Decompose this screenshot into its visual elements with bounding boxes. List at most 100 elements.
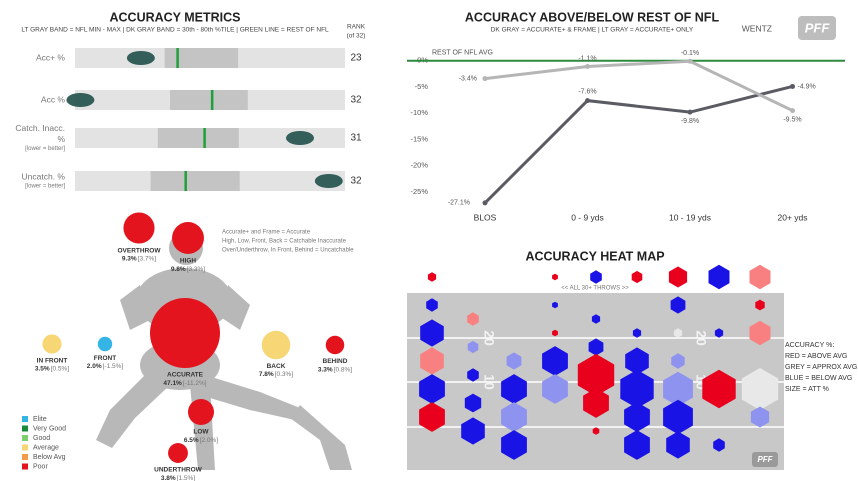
legend-swatch — [22, 454, 28, 460]
hexagon — [741, 367, 779, 411]
diff-label: [1.5%] — [177, 475, 196, 481]
hexagon — [420, 319, 444, 347]
reference-label: REST OF NFL AVG — [432, 50, 493, 57]
x-tick-label: BLOS — [474, 212, 497, 222]
bubble — [149, 297, 221, 369]
rank-value: 32 — [350, 95, 362, 106]
rank-value: 31 — [350, 133, 362, 144]
hexagon — [501, 430, 527, 460]
row-label: % — [57, 134, 65, 144]
data-label: -9.5% — [783, 116, 801, 123]
data-label: -3.4% — [459, 75, 477, 82]
legend-label: Below Avg — [33, 454, 66, 461]
bubble-name: BEHIND — [323, 358, 348, 365]
bubble-value: 3.3%[0.8%] — [318, 366, 352, 373]
bubble — [123, 212, 155, 244]
diff-label: [-1.5%] — [103, 363, 124, 370]
data-point — [585, 98, 590, 104]
value-label: 9.8% — [171, 266, 186, 273]
diff-label: [3.3%] — [187, 266, 206, 273]
hexagon — [542, 374, 568, 404]
hexagon — [631, 270, 643, 284]
x-tick-label: 20+ yds — [777, 212, 807, 222]
bubble-value: 3.5%[0.5%] — [35, 365, 69, 372]
hexagon — [461, 417, 485, 445]
hexagon — [750, 406, 770, 428]
rank-header: (of 32) — [347, 33, 366, 40]
legend-swatch — [22, 435, 28, 441]
hexagon — [632, 328, 642, 338]
data-label: -4.9% — [798, 83, 816, 90]
hexagon — [708, 264, 730, 290]
diff-label: [0.8%] — [334, 366, 353, 373]
series-line — [484, 59, 794, 112]
row-note: [lower = better] — [25, 146, 65, 152]
hexagon — [671, 353, 685, 369]
legend-swatch — [22, 416, 28, 422]
legend-label: Elite — [33, 416, 47, 423]
hexagon — [624, 402, 650, 432]
y-tick-label: -25% — [410, 187, 428, 196]
diff-label: [-11.2%] — [183, 380, 207, 387]
bubble — [325, 335, 345, 355]
hexagon — [552, 273, 558, 281]
bubble-value: 3.8%[1.5%] — [161, 475, 195, 481]
row-label: Catch. Inacc. — [15, 123, 65, 133]
note: Accurate+ and Frame = Accurate — [222, 230, 311, 236]
hexagon — [670, 296, 686, 314]
hexagon — [419, 402, 445, 432]
hexagon — [419, 374, 445, 404]
hexagon — [590, 270, 602, 284]
rank-value: 23 — [350, 53, 362, 64]
bubble-name: ACCURATE — [167, 372, 204, 379]
yard-number: 10 — [481, 374, 497, 390]
hexagon — [467, 312, 479, 326]
brand-text: PFF — [805, 20, 831, 35]
value-label: 7.8% — [259, 371, 274, 378]
value-label: 9.3% — [122, 255, 137, 262]
value-label: 6.5% — [184, 437, 199, 444]
row-label: Acc % — [41, 94, 66, 104]
bubble-value: 9.8%[3.3%] — [171, 266, 205, 273]
series-line — [483, 84, 793, 204]
diff-label: [0.3%] — [275, 371, 294, 378]
hexagon — [702, 369, 736, 409]
bubble — [172, 222, 204, 254]
row-label: Acc+ % — [36, 52, 65, 62]
chart-title: ACCURACY METRICS — [109, 10, 240, 24]
chart-subtitle: DK GRAY = ACCURATE+ & FRAME | LT GRAY = … — [491, 27, 694, 34]
bubble-value: 2.0%[-1.5%] — [87, 363, 124, 370]
hexagon — [620, 369, 654, 409]
hexagon — [552, 329, 558, 337]
data-point — [585, 64, 590, 70]
hexagon — [625, 347, 649, 375]
y-tick-label: -20% — [410, 161, 428, 170]
hexagon — [714, 328, 724, 338]
heatmap-legend: ACCURACY %: — [785, 342, 834, 349]
bubble-name: HIGH — [180, 258, 197, 265]
percentile-band — [164, 48, 239, 68]
heatmap-legend: BLUE = BELOW AVG — [785, 375, 852, 382]
hexagon — [426, 298, 438, 312]
legend-label: Average — [33, 444, 59, 451]
hexagon — [663, 399, 693, 435]
brand-text: PFF — [757, 455, 773, 464]
brand-logo — [752, 452, 778, 467]
hexagon — [577, 353, 615, 397]
bubble-name: LOW — [193, 429, 209, 436]
hexagon — [668, 266, 688, 288]
hexagon — [663, 371, 693, 407]
heatmap-legend: GREY = APPROX AVG — [785, 364, 857, 371]
bubble-name: UNDERTHROW — [154, 467, 203, 474]
data-point — [687, 109, 693, 115]
chart-title: ACCURACY HEAT MAP — [525, 249, 664, 263]
x-tick-label: 10 - 19 yds — [669, 212, 711, 222]
chart-subtitle: << ALL 30+ THROWS >> — [561, 286, 629, 292]
player-marker — [126, 51, 155, 65]
hexagon — [583, 388, 609, 418]
hexagon — [467, 368, 479, 382]
player-marker — [286, 131, 314, 145]
note: High, Low, Front, Back = Catchable Inacc… — [222, 239, 347, 245]
bubble — [42, 334, 62, 354]
value-label: 47.1% — [163, 380, 182, 387]
